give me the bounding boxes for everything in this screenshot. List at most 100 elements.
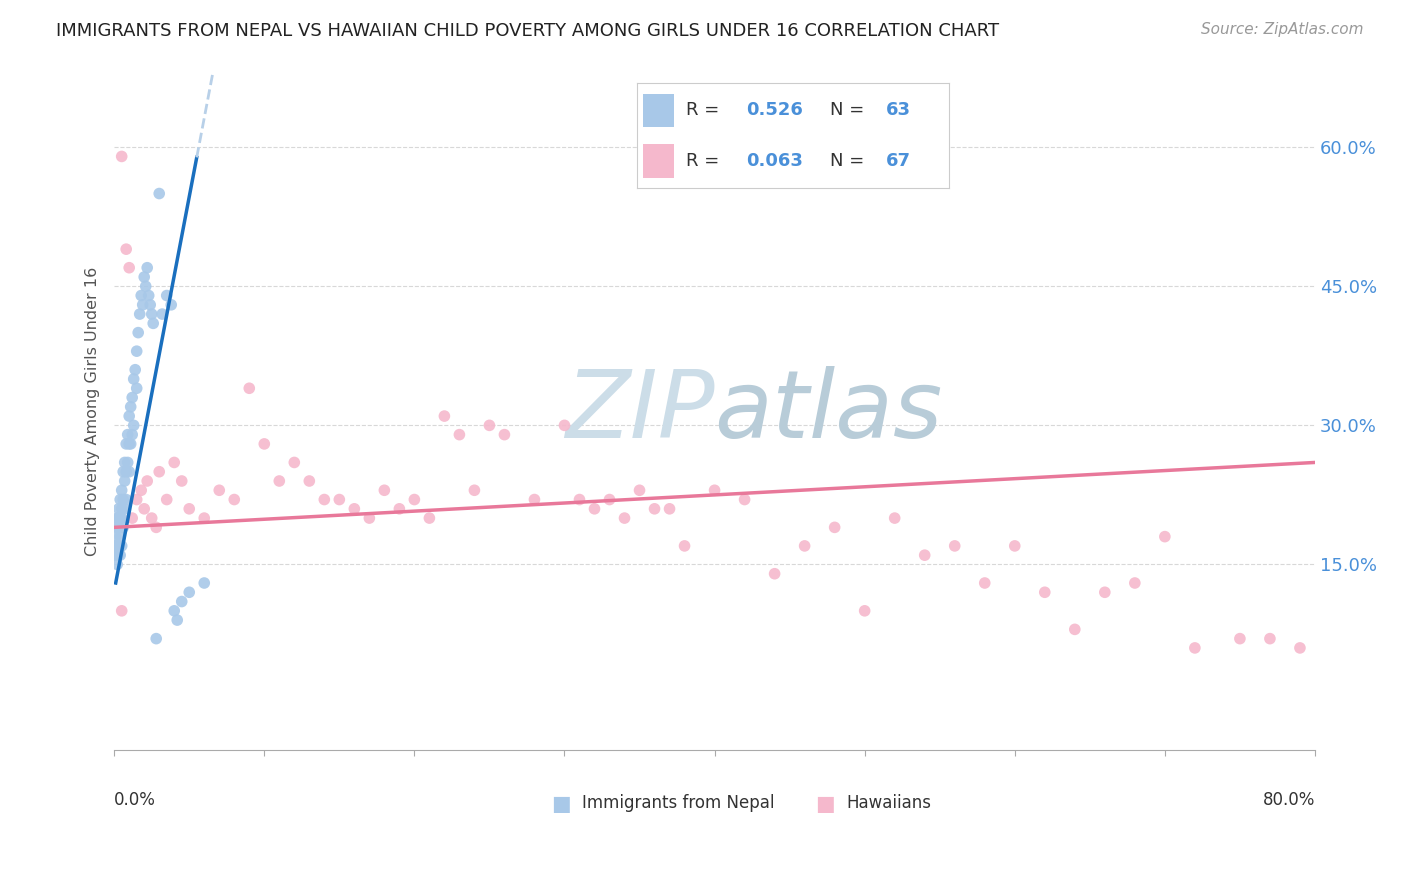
Point xyxy=(170,594,193,608)
Point xyxy=(141,511,163,525)
Point xyxy=(105,511,128,525)
Point xyxy=(114,455,136,469)
Point xyxy=(117,455,139,469)
Text: Source: ZipAtlas.com: Source: ZipAtlas.com xyxy=(1201,22,1364,37)
Point xyxy=(120,437,142,451)
Point xyxy=(129,483,152,498)
Point xyxy=(111,539,134,553)
Point xyxy=(135,279,157,293)
Point xyxy=(107,511,129,525)
Point xyxy=(314,492,336,507)
Y-axis label: Child Poverty Among Girls Under 16: Child Poverty Among Girls Under 16 xyxy=(86,267,100,556)
Point xyxy=(1184,640,1206,655)
Point xyxy=(853,604,876,618)
Text: 0.0%: 0.0% xyxy=(114,790,156,808)
Point xyxy=(127,326,149,340)
Point xyxy=(148,186,170,201)
Point xyxy=(553,418,575,433)
Point xyxy=(121,511,143,525)
Point xyxy=(134,501,156,516)
Point xyxy=(114,474,136,488)
Text: 80.0%: 80.0% xyxy=(1263,790,1315,808)
Point xyxy=(125,381,148,395)
Point xyxy=(112,492,135,507)
Point xyxy=(224,492,246,507)
Point xyxy=(160,298,183,312)
Point xyxy=(156,492,179,507)
Point xyxy=(179,585,201,599)
Point xyxy=(105,520,128,534)
Point xyxy=(373,483,395,498)
Point xyxy=(418,511,440,525)
Point xyxy=(943,539,966,553)
Point xyxy=(824,520,846,534)
Point xyxy=(449,427,471,442)
Point xyxy=(494,427,516,442)
Point xyxy=(118,409,141,423)
Point xyxy=(1229,632,1251,646)
Text: Immigrants from Nepal: Immigrants from Nepal xyxy=(582,794,775,812)
Point xyxy=(121,391,143,405)
Point xyxy=(148,465,170,479)
Point xyxy=(145,520,167,534)
Point xyxy=(208,483,231,498)
Point xyxy=(1004,539,1026,553)
Point xyxy=(108,530,131,544)
Point xyxy=(238,381,260,395)
Point xyxy=(111,483,134,498)
Point xyxy=(253,437,276,451)
Point xyxy=(1289,640,1312,655)
Point xyxy=(163,604,186,618)
Text: ■: ■ xyxy=(815,794,835,814)
Point xyxy=(1153,530,1175,544)
Point xyxy=(118,465,141,479)
Point xyxy=(118,260,141,275)
Point xyxy=(111,511,134,525)
Point xyxy=(118,437,141,451)
Point xyxy=(1123,576,1146,591)
Point xyxy=(433,409,456,423)
Text: ZIP: ZIP xyxy=(565,366,714,457)
Point xyxy=(463,483,485,498)
Point xyxy=(973,576,995,591)
Point xyxy=(108,492,131,507)
Point xyxy=(120,400,142,414)
Point xyxy=(328,492,350,507)
Point xyxy=(170,474,193,488)
Point xyxy=(883,511,905,525)
Point xyxy=(478,418,501,433)
Point xyxy=(703,483,725,498)
Point xyxy=(131,298,153,312)
Point xyxy=(388,501,411,516)
Point xyxy=(583,501,606,516)
Point xyxy=(658,501,681,516)
Point xyxy=(112,520,135,534)
Point xyxy=(141,307,163,321)
Point xyxy=(142,317,165,331)
Point xyxy=(111,501,134,516)
Point xyxy=(125,344,148,359)
Point xyxy=(613,511,636,525)
Point xyxy=(628,483,651,498)
Point xyxy=(763,566,786,581)
Point xyxy=(104,530,127,544)
Point xyxy=(115,437,138,451)
Point xyxy=(1063,623,1085,637)
Text: ■: ■ xyxy=(551,794,571,814)
Point xyxy=(125,492,148,507)
Point xyxy=(404,492,426,507)
Point xyxy=(111,604,134,618)
Point xyxy=(128,307,150,321)
Point xyxy=(112,465,135,479)
Point xyxy=(644,501,666,516)
Point xyxy=(114,501,136,516)
Point xyxy=(139,298,162,312)
Point xyxy=(115,492,138,507)
Text: atlas: atlas xyxy=(714,366,943,457)
Point xyxy=(298,474,321,488)
Point xyxy=(115,465,138,479)
Point xyxy=(1258,632,1281,646)
Point xyxy=(150,307,173,321)
Point xyxy=(104,548,127,562)
Point xyxy=(108,548,131,562)
